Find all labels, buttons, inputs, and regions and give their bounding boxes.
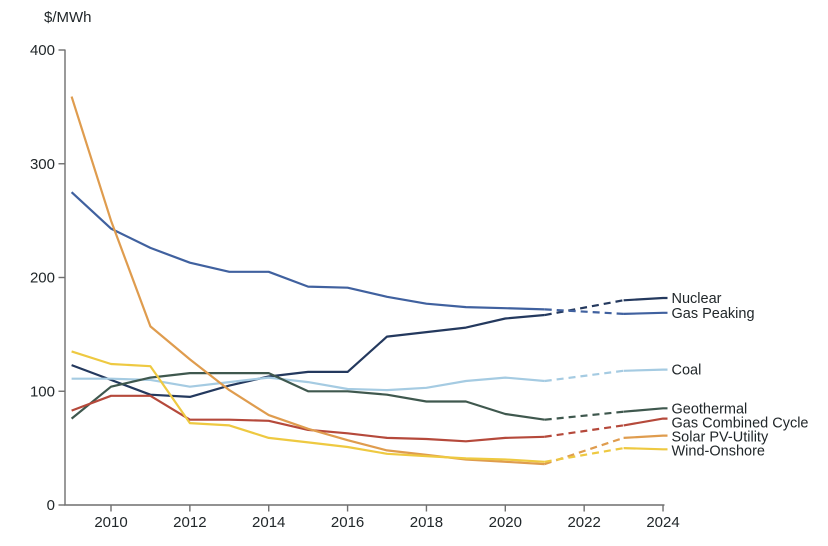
series-line-geothermal-end <box>623 407 668 413</box>
series-label-wind-onshore: Wind-Onshore <box>672 443 765 459</box>
y-axis-ticks: 0 100 200 300 400 <box>30 42 65 514</box>
axis-lines <box>64 49 665 506</box>
series-line-gas-peaking-dashed <box>544 308 624 315</box>
x-tick-label-2010: 2010 <box>94 514 127 531</box>
series-line-wind-onshore-end <box>623 447 668 451</box>
axes <box>64 49 665 506</box>
x-tick-label-2020: 2020 <box>489 514 522 531</box>
series-line-coal-dashed <box>544 369 624 383</box>
series-line-nuclear <box>71 313 545 398</box>
series-line-gas-combined-cycle-end <box>623 417 668 427</box>
x-tick-label-2012: 2012 <box>173 514 206 531</box>
series-lines <box>70 96 668 466</box>
chart-title: $/MWh <box>44 9 92 26</box>
series-line-solar-pv-utility <box>70 96 545 466</box>
series-line-nuclear-dashed <box>544 299 624 317</box>
series-label-nuclear: Nuclear <box>672 291 722 307</box>
y-tick-label-100: 100 <box>30 383 55 400</box>
x-tick-label-2022: 2022 <box>567 514 600 531</box>
series-line-geothermal-dashed <box>544 410 624 421</box>
y-tick-label-300: 300 <box>30 156 55 173</box>
series-line-gas-combined-cycle-dashed <box>544 424 624 438</box>
series-line-solar-pv-utility-dashed <box>544 436 624 466</box>
x-axis-ticks: 2010 2012 2014 2016 2018 2020 2022 2024 <box>94 505 680 531</box>
series-label-solar-pv-utility: Solar PV-Utility <box>672 429 769 445</box>
y-tick-label-200: 200 <box>30 270 55 287</box>
series-line-nuclear-end <box>623 296 668 302</box>
series-line-wind-onshore-dashed <box>544 447 624 463</box>
series-line-coal <box>71 376 545 392</box>
series-line-gas-combined-cycle <box>71 394 545 443</box>
x-tick-label-2018: 2018 <box>410 514 443 531</box>
y-tick-label-0: 0 <box>47 497 55 514</box>
x-tick-label-2014: 2014 <box>252 514 285 531</box>
series-line-coal-end <box>623 368 668 372</box>
series-label-gas-peaking: Gas Peaking <box>672 306 755 322</box>
x-tick-label-2024: 2024 <box>646 514 679 531</box>
series-line-gas-peaking <box>70 191 545 311</box>
series-line-wind-onshore <box>71 350 545 463</box>
series-line-geothermal <box>70 372 545 421</box>
series-line-gas-peaking-end <box>623 311 668 315</box>
x-tick-label-2016: 2016 <box>331 514 364 531</box>
series-label-geothermal: Geothermal <box>672 401 748 417</box>
y-tick-label-400: 400 <box>30 42 55 59</box>
series-label-coal: Coal <box>672 363 702 379</box>
series-line-solar-pv-utility-end <box>623 434 668 439</box>
series-label-gas-combined-cycle: Gas Combined Cycle <box>672 415 809 431</box>
